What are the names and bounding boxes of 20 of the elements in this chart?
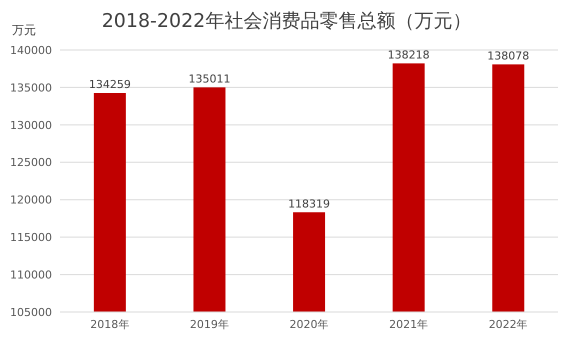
data-label: 138078 xyxy=(487,49,530,62)
data-label: 118319 xyxy=(288,197,330,210)
x-tick-label: 2022年 xyxy=(488,318,528,331)
x-tick-label: 2020年 xyxy=(290,318,328,331)
y-tick-label: 135000 xyxy=(10,81,52,94)
y-tick-label: 115000 xyxy=(10,231,52,244)
y-tick-label: 130000 xyxy=(10,118,52,132)
y-tick-label: 110000 xyxy=(10,268,52,282)
y-tick-label: 105000 xyxy=(10,306,52,319)
y-tick-label: 140000 xyxy=(10,44,52,57)
y-axis-title: 万元 xyxy=(12,22,36,39)
x-tick-label: 2021年 xyxy=(389,318,428,331)
x-tick-label: 2019年 xyxy=(190,318,229,331)
y-tick-label: 125000 xyxy=(10,156,52,170)
x-tick-label: 2018年 xyxy=(90,318,130,331)
y-tick-label: 120000 xyxy=(10,194,52,207)
chart-title: 2018-2022年社会消费品零售总额（万元） xyxy=(102,10,472,32)
data-label: 138218 xyxy=(388,48,430,62)
data-label: 134259 xyxy=(88,78,131,91)
data-label: 135011 xyxy=(188,72,230,86)
